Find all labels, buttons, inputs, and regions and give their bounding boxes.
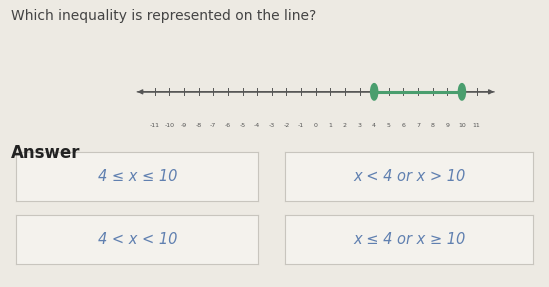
Text: Which inequality is represented on the line?: Which inequality is represented on the l… <box>11 9 316 23</box>
Text: 4 < x < 10: 4 < x < 10 <box>98 232 177 247</box>
Text: Answer: Answer <box>11 144 81 162</box>
Text: x < 4 or x > 10: x < 4 or x > 10 <box>353 169 465 184</box>
Circle shape <box>371 84 377 100</box>
Circle shape <box>459 84 465 100</box>
Text: 4 ≤ x ≤ 10: 4 ≤ x ≤ 10 <box>98 169 177 184</box>
Text: x ≤ 4 or x ≥ 10: x ≤ 4 or x ≥ 10 <box>353 232 465 247</box>
